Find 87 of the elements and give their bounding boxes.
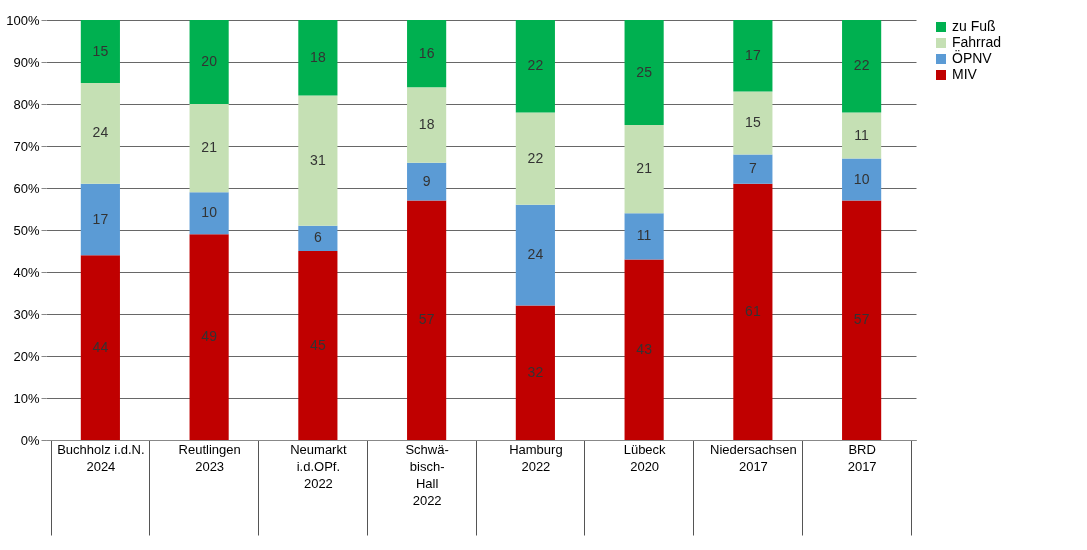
data-label: 24 — [92, 124, 109, 141]
data-label: 31 — [310, 151, 326, 168]
data-label: 49 — [201, 328, 218, 345]
bar — [298, 225, 338, 251]
x-tick-label: Neumarkt i.d.OPf. 2022 — [290, 441, 347, 491]
bar — [842, 112, 882, 159]
legend-label: ÖPNV — [952, 49, 993, 66]
data-label: 18 — [310, 48, 326, 65]
data-label: 10 — [853, 170, 870, 187]
data-label: 43 — [636, 340, 653, 357]
data-label: 22 — [853, 57, 870, 74]
bar — [624, 213, 664, 260]
bar — [407, 200, 447, 440]
bar — [624, 125, 664, 214]
data-label: 24 — [527, 246, 544, 263]
bar — [407, 87, 447, 163]
data-label: 17 — [92, 210, 109, 227]
bar — [515, 305, 555, 440]
bar — [80, 83, 120, 184]
bar — [189, 20, 229, 104]
y-tick-label: 40% — [13, 264, 40, 280]
data-label: 44 — [92, 338, 109, 355]
data-label: 32 — [527, 363, 544, 380]
bar — [80, 20, 120, 83]
y-tick-label: 20% — [13, 348, 40, 364]
y-tick-label: 80% — [13, 96, 40, 112]
bar — [624, 20, 664, 125]
data-label: 7 — [748, 160, 757, 177]
bar — [515, 112, 555, 205]
x-tick-label: Buchholz i.d.N. 2024 — [57, 441, 145, 474]
data-label: 21 — [636, 160, 653, 177]
data-label: 6 — [313, 229, 322, 246]
bar — [80, 183, 120, 256]
data-label: 20 — [201, 53, 218, 69]
data-label: 57 — [418, 311, 435, 328]
bar — [842, 158, 882, 201]
y-tick-label: 70% — [13, 138, 40, 154]
data-label: 18 — [418, 116, 435, 132]
bar — [624, 259, 664, 440]
bar — [298, 251, 338, 440]
data-label: 57 — [853, 311, 870, 328]
x-tick-label: Reutlingen 2023 — [178, 441, 241, 474]
bar — [733, 20, 773, 92]
y-tick-label: 100% — [6, 12, 40, 28]
x-tick-label: Niedersachsen 2017 — [710, 441, 797, 474]
data-label: 9 — [422, 172, 431, 189]
data-label: 10 — [201, 204, 218, 221]
bar — [733, 91, 773, 155]
x-tick-label: BRD 2017 — [847, 441, 877, 474]
y-tick-label: 50% — [13, 222, 40, 238]
bar — [298, 20, 338, 96]
x-tick-label: Hamburg 2022 — [509, 441, 563, 474]
y-tick-label: 30% — [13, 306, 40, 322]
x-tick-label: Lübeck 2020 — [623, 441, 667, 474]
data-label: 22 — [527, 57, 544, 74]
data-label: 21 — [201, 139, 218, 156]
bar — [189, 234, 229, 440]
y-tick-label: 60% — [13, 180, 40, 196]
data-label: 22 — [527, 149, 544, 166]
bar — [842, 20, 882, 113]
data-label: 15 — [745, 113, 761, 130]
bar — [298, 95, 338, 226]
bar — [515, 20, 555, 113]
y-tick-label: 10% — [13, 390, 40, 406]
bar — [407, 162, 447, 201]
data-label: 25 — [636, 63, 653, 80]
bar — [189, 192, 229, 235]
data-label: 61 — [745, 302, 761, 319]
y-tick-label: 0% — [20, 432, 40, 448]
data-label: 16 — [418, 44, 435, 61]
bar — [733, 183, 773, 440]
legend-label: zu Fuß — [952, 18, 996, 34]
bar — [733, 154, 773, 184]
data-label: 45 — [310, 336, 326, 353]
bar — [515, 204, 555, 306]
legend-label: Fahrrad — [952, 34, 1002, 50]
bar — [407, 20, 447, 88]
legend-label: MIV — [952, 66, 978, 82]
data-label: 15 — [92, 42, 109, 59]
x-tick-label: Schwä- bisch- Hall 2022 — [405, 441, 449, 508]
bar — [189, 104, 229, 193]
data-label: 11 — [636, 227, 652, 244]
y-tick-label: 90% — [13, 54, 40, 70]
data-label: 17 — [745, 46, 761, 63]
bar — [80, 255, 120, 440]
bar — [842, 200, 882, 440]
data-label: 11 — [854, 126, 870, 143]
